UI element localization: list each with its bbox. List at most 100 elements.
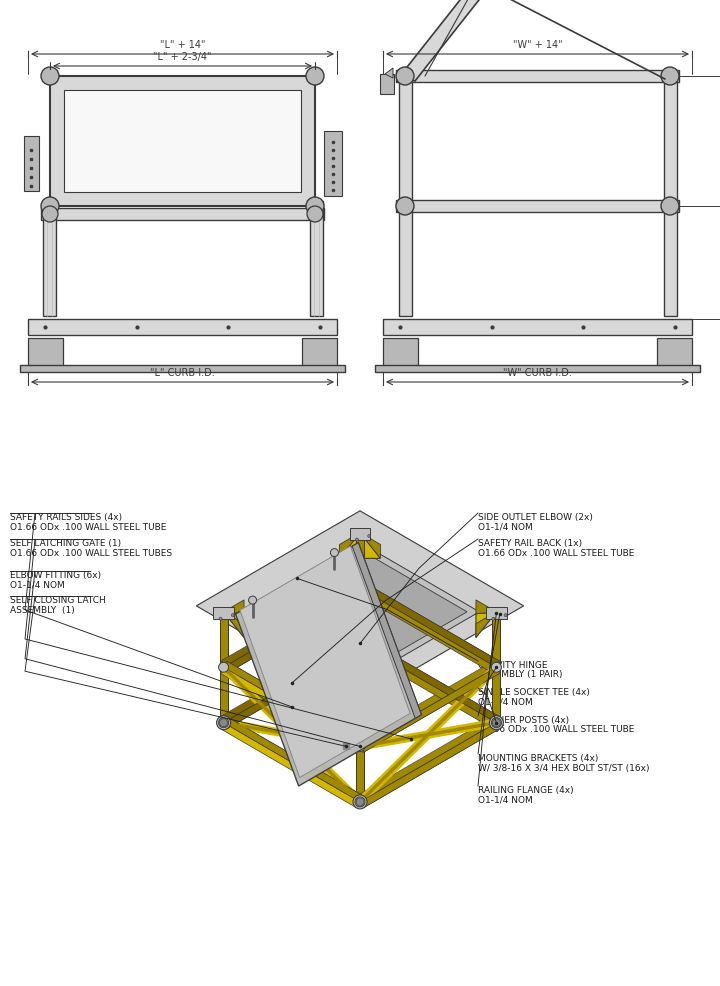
Polygon shape	[356, 641, 364, 646]
Circle shape	[231, 613, 234, 616]
Polygon shape	[492, 609, 500, 721]
Polygon shape	[356, 725, 500, 808]
Polygon shape	[240, 542, 480, 681]
Text: O1-1/4 NOM: O1-1/4 NOM	[478, 523, 533, 531]
Polygon shape	[224, 599, 244, 613]
Circle shape	[396, 197, 414, 215]
Polygon shape	[340, 679, 360, 693]
Polygon shape	[492, 614, 500, 725]
Polygon shape	[197, 511, 523, 701]
Polygon shape	[240, 546, 410, 778]
Polygon shape	[476, 611, 496, 638]
Circle shape	[353, 795, 367, 809]
Circle shape	[307, 206, 323, 222]
Circle shape	[368, 693, 371, 696]
Polygon shape	[227, 586, 364, 673]
Polygon shape	[356, 646, 500, 729]
Polygon shape	[227, 662, 364, 748]
Bar	[380, 74, 394, 94]
Bar	[383, 319, 692, 335]
Bar	[43, 201, 56, 316]
Polygon shape	[364, 582, 500, 669]
Bar	[28, 338, 63, 366]
Bar	[28, 319, 337, 335]
Bar	[324, 131, 342, 196]
Polygon shape	[220, 662, 364, 744]
Polygon shape	[227, 717, 364, 804]
Polygon shape	[220, 646, 364, 729]
Polygon shape	[220, 717, 364, 800]
Polygon shape	[220, 721, 228, 725]
Text: O1-1/4 NOM: O1-1/4 NOM	[10, 581, 65, 590]
Polygon shape	[486, 607, 507, 619]
Text: RAILING FLANGE (4x): RAILING FLANGE (4x)	[478, 786, 574, 795]
Circle shape	[220, 719, 228, 727]
Bar	[657, 338, 692, 366]
Polygon shape	[360, 532, 380, 558]
Circle shape	[368, 534, 371, 537]
Text: GRAVITY HINGE: GRAVITY HINGE	[478, 661, 547, 670]
Text: "W" + 14": "W" + 14"	[513, 40, 562, 50]
Circle shape	[355, 583, 365, 593]
Polygon shape	[364, 638, 500, 725]
Bar	[64, 90, 301, 192]
Polygon shape	[476, 611, 496, 638]
Text: SINGLE SOCKET TEE (4x): SINGLE SOCKET TEE (4x)	[478, 688, 590, 697]
Circle shape	[306, 67, 324, 85]
Bar	[41, 208, 324, 220]
Polygon shape	[356, 669, 500, 752]
Bar	[399, 71, 412, 316]
Text: SELF CLOSING LATCH: SELF CLOSING LATCH	[10, 596, 106, 605]
Text: "W" CURB I.D.: "W" CURB I.D.	[503, 368, 572, 378]
Circle shape	[355, 741, 365, 751]
Polygon shape	[220, 582, 364, 666]
Polygon shape	[235, 542, 421, 786]
Polygon shape	[356, 582, 500, 666]
Polygon shape	[356, 693, 364, 805]
Bar	[375, 365, 700, 372]
Polygon shape	[364, 721, 500, 808]
Polygon shape	[356, 590, 500, 673]
Text: SIDE OUTLET ELBOW (2x): SIDE OUTLET ELBOW (2x)	[478, 513, 593, 522]
Bar	[24, 136, 39, 191]
Circle shape	[219, 663, 229, 672]
Polygon shape	[224, 611, 244, 638]
Polygon shape	[224, 611, 244, 638]
Bar	[50, 76, 315, 206]
Circle shape	[42, 206, 58, 222]
Circle shape	[490, 716, 503, 730]
Circle shape	[41, 67, 59, 85]
Circle shape	[356, 696, 359, 699]
Polygon shape	[400, 0, 490, 81]
Polygon shape	[220, 638, 364, 721]
Circle shape	[219, 617, 222, 620]
Text: W/ 3/8-16 X 3/4 HEX BOLT ST/ST (16x): W/ 3/8-16 X 3/4 HEX BOLT ST/ST (16x)	[478, 763, 649, 772]
Polygon shape	[356, 800, 364, 805]
Text: "L" CURB I.D.: "L" CURB I.D.	[150, 368, 215, 378]
Polygon shape	[385, 68, 393, 78]
Polygon shape	[220, 590, 364, 673]
Text: O1.66 ODx .100 WALL STEEL TUBE: O1.66 ODx .100 WALL STEEL TUBE	[478, 548, 634, 557]
Circle shape	[355, 797, 365, 807]
Polygon shape	[340, 691, 380, 693]
Polygon shape	[360, 679, 380, 693]
Circle shape	[355, 639, 365, 649]
Polygon shape	[253, 549, 467, 674]
Bar	[664, 71, 677, 316]
Polygon shape	[356, 662, 500, 744]
Text: O1.66 ODx .100 WALL STEEL TUBE: O1.66 ODx .100 WALL STEEL TUBE	[10, 523, 166, 531]
Polygon shape	[352, 542, 421, 719]
Circle shape	[492, 617, 495, 620]
Polygon shape	[340, 532, 360, 558]
Polygon shape	[492, 721, 500, 725]
Circle shape	[217, 716, 230, 730]
Bar	[302, 338, 337, 366]
Circle shape	[504, 613, 507, 616]
Text: O1-1/4 NOM: O1-1/4 NOM	[478, 697, 533, 707]
Bar	[383, 338, 418, 366]
Text: ASSEMBLY (1 PAIR): ASSEMBLY (1 PAIR)	[478, 670, 562, 679]
Bar	[396, 70, 679, 82]
Circle shape	[396, 67, 414, 85]
Polygon shape	[356, 688, 364, 800]
Bar	[20, 365, 345, 372]
